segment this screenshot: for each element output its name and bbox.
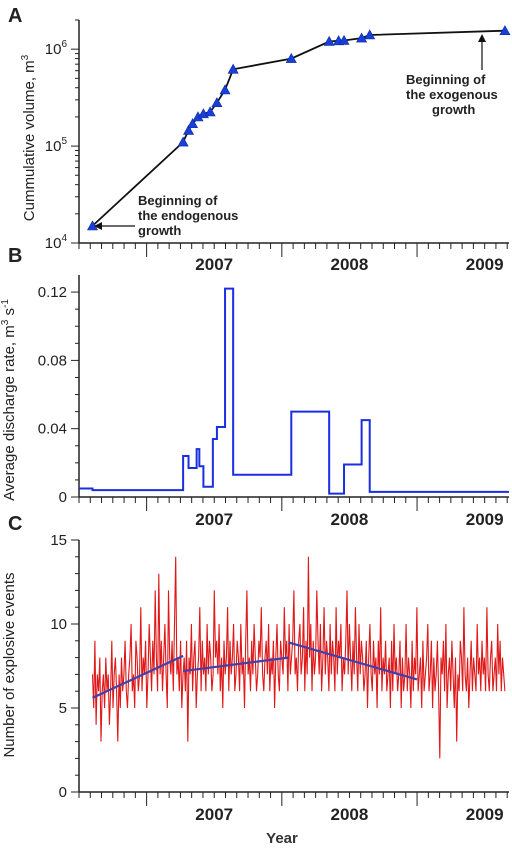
panel-a-data-point (204, 106, 216, 117)
panel-a-data-point (183, 124, 195, 135)
panel-a-data-point (499, 25, 511, 36)
panel-a-annotation-text: growth (432, 102, 475, 117)
panel-c-series-line (91, 556, 506, 759)
panel-a-data-point (338, 34, 350, 45)
panel-a-data-point (211, 97, 223, 108)
panel-a-year-label: 2009 (466, 255, 504, 274)
panel-a-annotation-text: Beginning of (138, 193, 218, 208)
panel-c-year-label: 2007 (195, 805, 233, 824)
panel-a-data-point (187, 118, 199, 129)
panel-b-year-label: 2007 (195, 510, 233, 529)
panel-a-data-point (219, 84, 231, 95)
panel-a-data-point (177, 136, 189, 147)
panel-c-year-label: 2008 (331, 805, 369, 824)
panel-b-y-tick-label: 0.04 (38, 421, 67, 438)
panel-b-ylabel-sup1: 3 (0, 319, 11, 325)
panel-b-year-label: 2008 (331, 510, 369, 529)
panel-a-ylabel-sup: 3 (20, 54, 31, 60)
panel-c-year-label: 2009 (466, 805, 504, 824)
panel-a-year-label: 2007 (195, 255, 233, 274)
panel-a-ylabel: Cummulative volume, m3 (20, 54, 38, 221)
panel-a-data-point (364, 29, 376, 40)
panel-c-ylabel: Number of explosive events (1, 572, 18, 757)
panel-a-year-label: 2008 (331, 255, 369, 274)
panel-b-y-tick-label: 0.08 (38, 352, 67, 369)
panel-b-ylabel: Average discharge rate, m3 s-1 (0, 299, 18, 501)
panel-b-year-label: 2009 (466, 510, 504, 529)
panel-a-data-point (227, 63, 239, 74)
panel-c-trend-line (92, 654, 184, 699)
panel-b-ylabel-sup2: -1 (0, 299, 11, 308)
panel-c-y-tick-label: 5 (59, 700, 67, 717)
panel-a-y-tick-label: 104 (45, 233, 68, 252)
panel-c-y-tick-label: 15 (50, 532, 67, 549)
panel-c-trend-line (288, 641, 418, 681)
panel-b-step-series (79, 287, 509, 495)
panel-b-y-tick-label: 0.12 (38, 284, 67, 301)
panel-a-data-point (87, 220, 99, 231)
panel-a-annotation-text: growth (138, 223, 181, 238)
panel-c-y-tick-label: 10 (50, 616, 67, 633)
panel-a-annotation-text: Beginning of (406, 72, 486, 87)
panel-a-y-tick-label: 106 (45, 39, 68, 58)
panel-c-y-tick-label: 0 (59, 784, 67, 801)
panel-a-y-tick-label: 105 (45, 136, 68, 155)
panel-letter-a: A (8, 5, 22, 27)
panel-b-y-tick-label: 0 (59, 489, 67, 506)
panel-a-data-point (323, 35, 335, 46)
panel-a-data-point (356, 32, 368, 43)
panel-a-annotation-text: the endogenous (138, 208, 238, 223)
panel-c-trend-line (182, 656, 289, 673)
panel-a-ylabel-main: Cummulative volume, m (21, 60, 38, 221)
panel-a-annotation-text: the exogenous (406, 87, 498, 102)
panel-c-plot: 0 5 10 15 2007 2008 2009 (50, 532, 509, 824)
panel-letter-b: B (8, 245, 22, 267)
panel-letter-c: C (8, 513, 22, 535)
panel-b-ylabel-mid: s (1, 308, 18, 320)
panel-a-annotation-arrowhead (94, 222, 102, 230)
panel-a-data-point (285, 52, 297, 63)
panel-b-ylabel-main: Average discharge rate, m (1, 325, 18, 501)
panel-b-plot: 0 0.04 0.08 0.12 2007 2008 2009 (38, 275, 509, 529)
panel-c-xlabel: Year (266, 830, 298, 847)
panel-a-annotation-arrowhead (478, 34, 486, 42)
